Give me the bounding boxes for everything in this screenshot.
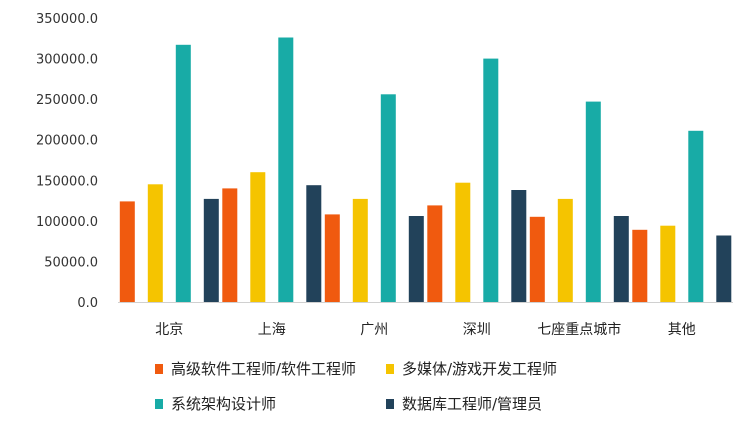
bar xyxy=(324,214,340,302)
legend-label: 多媒体/游戏开发工程师 xyxy=(402,360,557,378)
bar xyxy=(455,182,471,302)
x-category-label: 北京 xyxy=(155,322,183,338)
legend-label: 高级软件工程师/软件工程师 xyxy=(171,360,356,378)
bar xyxy=(716,235,732,302)
y-tick-label: 0.0 xyxy=(77,296,98,311)
y-tick-label: 200000.0 xyxy=(36,134,98,149)
bars xyxy=(119,37,732,303)
x-category-label: 广州 xyxy=(360,322,388,338)
bar xyxy=(408,216,424,302)
bar xyxy=(688,130,704,302)
bar xyxy=(529,216,545,302)
x-category-label: 其他 xyxy=(668,322,696,338)
y-tick-label: 300000.0 xyxy=(36,53,98,68)
bar xyxy=(250,172,266,302)
legend-label: 数据库工程师/管理员 xyxy=(402,395,542,413)
bar xyxy=(585,101,601,302)
bar xyxy=(306,185,322,302)
y-tick-label: 150000.0 xyxy=(36,174,98,189)
bar xyxy=(352,198,368,302)
bar xyxy=(660,225,676,302)
y-tick-label: 50000.0 xyxy=(44,255,98,270)
bar xyxy=(278,37,294,302)
x-category-label: 七座重点城市 xyxy=(537,321,621,338)
bar xyxy=(427,205,443,302)
bar xyxy=(222,188,238,302)
legend-swatch xyxy=(386,399,394,409)
legend-swatch xyxy=(386,364,394,374)
bar xyxy=(483,58,499,302)
bar xyxy=(119,201,135,302)
legend-swatch xyxy=(155,364,163,374)
bar xyxy=(203,198,219,302)
x-axis-category-labels: 北京 上海 广州 深圳 七座重点城市 其他 xyxy=(155,321,696,338)
x-category-label: 上海 xyxy=(258,322,286,338)
legend-label: 系统架构设计师 xyxy=(171,395,276,413)
legend-swatch xyxy=(155,399,163,409)
bar xyxy=(613,216,629,302)
bar xyxy=(511,190,527,302)
bar xyxy=(380,94,396,302)
bar xyxy=(147,184,163,302)
bar xyxy=(175,44,191,303)
y-tick-label: 350000.0 xyxy=(36,12,98,27)
y-axis-tick-labels: 0.0 50000.0 100000.0 150000.0 200000.0 250000… xyxy=(36,12,98,311)
y-tick-label: 100000.0 xyxy=(36,215,98,230)
bar xyxy=(557,198,573,302)
y-tick-label: 250000.0 xyxy=(36,93,98,108)
bar xyxy=(632,229,648,302)
x-category-label: 深圳 xyxy=(463,322,491,338)
